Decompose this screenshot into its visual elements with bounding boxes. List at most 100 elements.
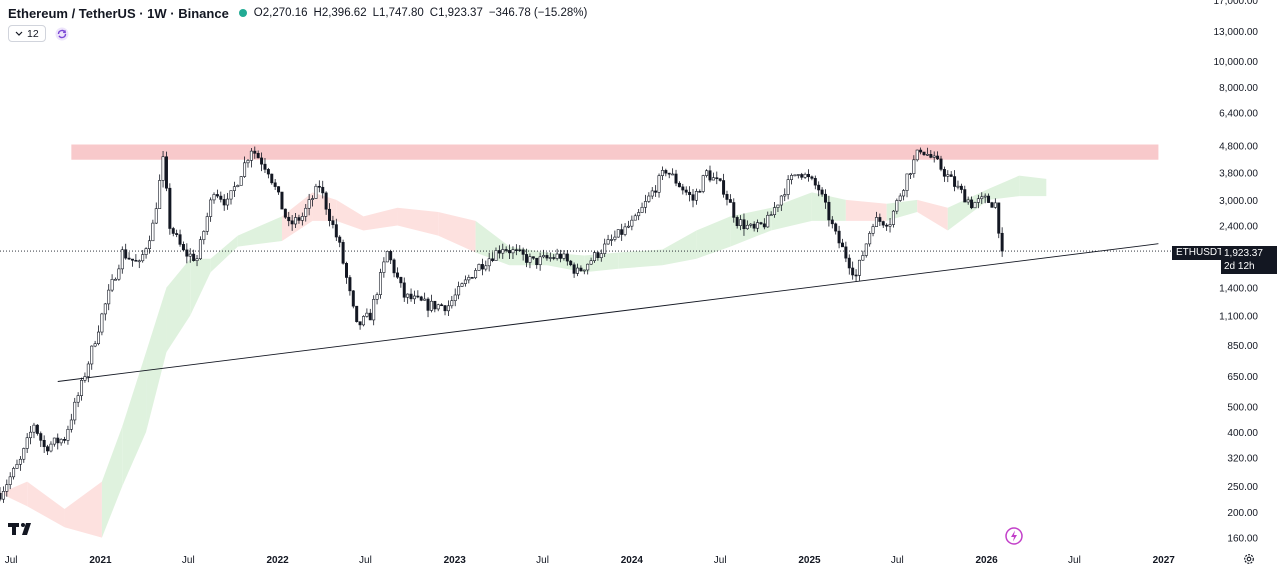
ichimoku-cloud-segment [281,192,313,241]
candle-body [830,219,834,225]
candle-body [470,277,474,279]
candle-body [294,217,298,225]
candle-body [277,186,281,193]
candle-body [49,443,53,452]
y-tick-label: 1,100.00 [1219,311,1258,322]
candle-body [348,277,352,292]
ichimoku-cloud-segment [584,252,619,273]
candle-body [487,258,491,267]
candle-body [643,201,647,208]
candle-body [232,186,236,191]
ichimoku-cloud-segment [27,481,65,528]
x-tick-label: 2022 [266,555,289,566]
y-tick-label: 200.00 [1227,508,1258,519]
candle-body [715,177,719,179]
candle-body [290,220,294,225]
candle-body [86,363,90,377]
candle-body [130,258,134,261]
candle-body [953,176,957,187]
candle-body [280,191,284,210]
x-tick-label: 2021 [89,555,112,566]
candle-body [803,173,807,178]
candle-body [76,395,80,403]
candle-body [321,186,325,194]
candle-body [593,252,596,261]
candle-body [1,491,5,500]
candle-body [46,446,50,452]
ichimoku-cloud-segment [886,199,918,221]
candle-body [226,198,230,206]
candle-body [633,215,637,221]
candle-body [807,173,810,178]
candle-body [813,178,817,186]
candle-body [22,448,26,460]
candle-body [762,223,766,228]
candle-body [542,255,546,258]
gear-icon[interactable] [1243,552,1255,570]
candle-body [69,419,73,430]
candle-body [650,190,654,197]
candle-body [324,192,328,210]
candle-body [219,195,223,200]
candle-body [609,239,613,241]
ascending-trendline [57,243,1159,382]
candle-body [338,236,342,243]
candle-body [124,249,128,259]
ichimoku-cloud-segment [210,235,238,273]
candle-body [613,236,617,240]
candle-body [137,260,141,263]
candle-body [915,149,919,161]
candle-body [528,256,532,263]
indicator-collapse-button[interactable]: 12 [8,25,46,42]
candle-body [932,155,936,158]
ichimoku-cloud-segment [475,220,510,266]
candle-body [637,212,641,217]
ohlc-close: C1,923.37 [429,7,483,19]
candle-body [966,199,970,203]
y-tick-label: 400.00 [1227,428,1258,439]
candle-body [701,175,705,192]
candle-body [311,198,315,200]
y-tick-label: 3,000.00 [1219,196,1258,207]
candle-body [834,223,838,232]
candle-body [739,219,743,227]
candle-body [114,278,117,281]
lightning-icon[interactable] [1005,527,1023,550]
candle-body [881,221,885,226]
candle-body [205,216,209,232]
candle-body [147,240,151,249]
sync-button[interactable] [54,26,70,42]
y-tick-label: 8,000.00 [1219,83,1258,94]
candle-body [406,293,410,298]
candle-body [222,199,226,206]
candle-body [681,186,685,191]
y-tick-label: 2,400.00 [1219,222,1258,233]
candle-body [433,300,437,310]
candle-body [168,187,172,229]
candle-body [178,234,182,245]
ohlc-high: H2,396.62 [313,7,367,19]
candle-body [827,201,831,221]
candle-body [824,193,827,203]
candle-body [188,253,192,257]
candle-body [576,267,579,274]
candle-body [606,239,610,245]
candle-body [980,196,984,200]
symbol-title[interactable]: Ethereum / TetherUS · 1W · Binance [8,5,229,21]
candle-body [531,256,535,259]
y-tick-label: 1,400.00 [1219,284,1258,295]
candle-body [120,249,124,270]
candle-body [501,249,505,254]
candle-body [8,476,12,485]
candle-body [35,424,39,434]
tradingview-logo-icon[interactable] [8,520,36,541]
candle-body [711,177,715,181]
candle-body [983,195,987,198]
candle-body [936,155,940,160]
candle-body [154,208,158,224]
candle-body [477,264,481,271]
candle-body [52,437,56,445]
candle-body [766,214,770,228]
candle-body [1000,232,1004,252]
